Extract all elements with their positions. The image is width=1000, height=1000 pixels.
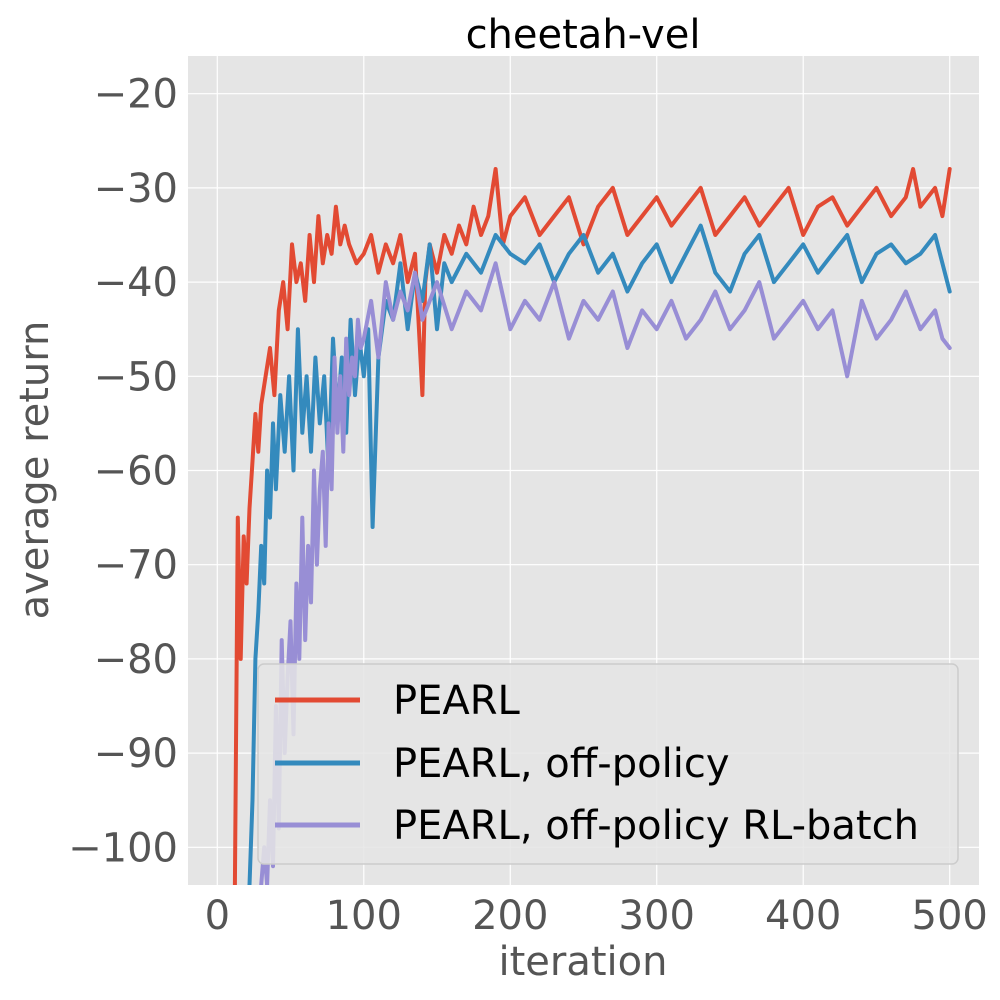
x-axis-label: iteration bbox=[499, 939, 668, 985]
y-tick-label: −50 bbox=[94, 354, 178, 400]
x-tick-labels: 0 100 200 300 400 500 bbox=[205, 893, 988, 939]
legend-box bbox=[257, 663, 959, 865]
y-tick-label: −80 bbox=[94, 637, 178, 683]
y-axis-label: average return bbox=[12, 321, 58, 620]
series-line-rl-batch bbox=[259, 261, 952, 885]
legend-label-rl-batch: PEARL, off-policy RL-batch bbox=[393, 803, 919, 849]
legend-label-off-policy: PEARL, off-policy bbox=[393, 741, 729, 787]
legend: PEARL PEARL, off-policy PEARL, off-polic… bbox=[257, 663, 959, 865]
series-line-off-policy bbox=[247, 223, 952, 885]
y-tick-label: −90 bbox=[94, 731, 178, 777]
y-tick-label: −40 bbox=[94, 260, 178, 306]
x-tick-label: 500 bbox=[912, 893, 988, 939]
x-tick-label: 300 bbox=[619, 893, 695, 939]
series-lines bbox=[232, 167, 952, 885]
x-tick-label: 200 bbox=[472, 893, 548, 939]
series-line-pearl bbox=[232, 167, 952, 885]
x-tick-label: 400 bbox=[765, 893, 841, 939]
x-tick-label: 100 bbox=[326, 893, 402, 939]
chart-title: cheetah-vel bbox=[466, 12, 701, 58]
y-tick-label: −20 bbox=[94, 72, 178, 118]
y-tick-label: −100 bbox=[68, 825, 178, 871]
y-tick-labels: −100 −90 −80 −70 −60 −50 −40 −30 −20 bbox=[68, 72, 178, 872]
x-tick-label: 0 bbox=[205, 893, 230, 939]
legend-label-pearl: PEARL bbox=[393, 678, 521, 724]
y-tick-label: −30 bbox=[94, 166, 178, 212]
y-tick-label: −70 bbox=[94, 543, 178, 589]
y-tick-label: −60 bbox=[94, 449, 178, 495]
